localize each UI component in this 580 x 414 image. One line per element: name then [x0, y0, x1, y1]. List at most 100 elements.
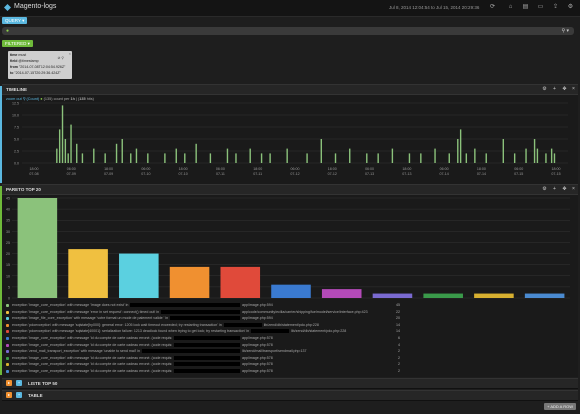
filter-actions-icon[interactable]: ⊘ ⚲ — [57, 56, 64, 60]
timeline-bar[interactable] — [121, 139, 123, 163]
timeline-bar[interactable] — [408, 153, 411, 163]
add-panel-icon[interactable]: + — [16, 380, 22, 386]
timeline-bar[interactable] — [533, 139, 536, 163]
interval-value[interactable]: 1h — [70, 97, 75, 101]
timeline-bar[interactable] — [76, 143, 78, 163]
home-icon[interactable]: ⌂ — [508, 4, 513, 10]
pareto-bar[interactable] — [220, 266, 261, 298]
time-filter[interactable]: × time must ⊘ ⚲ field @timestamp from "2… — [8, 51, 72, 79]
timeline-bar[interactable] — [115, 143, 118, 163]
add-panel-icon[interactable]: + — [16, 392, 22, 398]
app-title[interactable]: Magento-logs — [14, 3, 57, 10]
timeline-bar[interactable] — [306, 153, 308, 163]
pareto-row[interactable]: exception 'Image_core_exception' with me… — [6, 355, 570, 361]
timeline-bar[interactable] — [64, 139, 67, 163]
timeline-bar[interactable] — [545, 153, 547, 163]
close-icon[interactable]: × — [572, 186, 575, 192]
pareto-bar[interactable] — [423, 293, 463, 298]
timeline-bar[interactable] — [56, 148, 58, 163]
pareto-row[interactable]: exception 'Image_file_core_exception' wi… — [6, 315, 570, 321]
pareto-bar[interactable] — [271, 284, 311, 298]
zoom-icon[interactable]: ⚲ — [22, 97, 27, 101]
pareto-row[interactable]: exception 'Image_core_exception' with me… — [6, 368, 570, 374]
timeline-bar[interactable] — [513, 153, 516, 163]
pareto-row[interactable]: exception 'Image_core_exception' with me… — [6, 309, 570, 315]
timeline-bar[interactable] — [502, 139, 504, 163]
folder-icon[interactable]: ▤ — [522, 4, 529, 10]
refresh-icon[interactable]: ⟳ — [489, 4, 496, 10]
timeline-bar[interactable] — [61, 105, 64, 163]
timeline-bar[interactable] — [104, 153, 106, 163]
panel-title[interactable]: TABLE — [28, 393, 43, 398]
timeline-bar[interactable] — [184, 153, 186, 163]
timeline-bar[interactable] — [525, 148, 527, 163]
timeline-bar[interactable] — [334, 153, 337, 163]
timeline-bar[interactable] — [459, 129, 462, 163]
timeline-bar[interactable] — [457, 139, 459, 163]
timeline-bar[interactable] — [147, 153, 149, 163]
query-input[interactable]: ● ⚲ ▾ — [2, 27, 574, 35]
save-icon[interactable]: ▭ — [537, 4, 544, 10]
timeline-bar[interactable] — [260, 153, 263, 163]
pareto-row[interactable]: exception 'Image_core_exception' with me… — [6, 302, 570, 308]
timeline-bar[interactable] — [349, 148, 351, 163]
gear-icon[interactable]: ⚙ — [542, 186, 547, 192]
timeline-bar[interactable] — [130, 153, 132, 163]
query-label[interactable]: (Count) — [26, 97, 40, 101]
timeline-bar[interactable] — [448, 153, 450, 163]
pareto-row[interactable]: exception 'Image_core_exception' with me… — [6, 361, 570, 367]
close-icon[interactable]: × — [68, 51, 71, 56]
timeline-bar[interactable] — [195, 143, 197, 163]
timeline-bar[interactable] — [377, 153, 379, 163]
plus-icon[interactable]: + — [553, 186, 556, 192]
timeline-bar[interactable] — [58, 129, 61, 163]
timeline-bar[interactable] — [226, 148, 229, 163]
pareto-row[interactable]: exception 'Image_core_exception' with me… — [6, 335, 570, 341]
table-panel[interactable]: ▸ + TABLE — [2, 390, 578, 401]
move-icon[interactable]: ✥ — [562, 186, 567, 192]
collapse-icon[interactable]: ▸ — [6, 392, 12, 398]
close-icon[interactable]: × — [572, 86, 575, 92]
move-icon[interactable]: ✥ — [562, 86, 567, 92]
pareto-bar[interactable] — [68, 249, 108, 298]
timeline-bar[interactable] — [434, 148, 436, 163]
timeline-bar[interactable] — [536, 148, 539, 163]
timeline-bar[interactable] — [420, 153, 422, 163]
timeline-bar[interactable] — [269, 153, 271, 163]
timeline-bar[interactable] — [550, 148, 553, 163]
pareto-bar[interactable] — [119, 253, 159, 298]
timeline-bar[interactable] — [235, 153, 237, 163]
timeline-bar[interactable] — [249, 148, 251, 163]
liste-top-panel[interactable]: ▸ + LISTE TOP 50 — [2, 378, 578, 389]
pareto-bar[interactable] — [474, 293, 514, 298]
query-toggle-button[interactable]: QUERY ▾ — [2, 17, 28, 24]
add-row-button[interactable]: + ADD A ROW — [544, 403, 576, 410]
plus-icon[interactable]: + — [553, 86, 556, 92]
pareto-bar[interactable] — [321, 289, 362, 298]
timeline-bar[interactable] — [474, 148, 476, 163]
filters-toggle-button[interactable]: FILTERED ▾ — [2, 40, 33, 47]
timeline-bar[interactable] — [485, 153, 487, 163]
timeline-bar[interactable] — [286, 148, 288, 163]
query-color-icon[interactable]: ● — [6, 28, 10, 34]
gear-icon[interactable]: ⚙ — [542, 86, 547, 92]
pareto-row[interactable]: exception 'pdoexception' with message 's… — [6, 322, 570, 328]
pareto-bar[interactable] — [524, 293, 565, 298]
pareto-bar[interactable] — [17, 198, 58, 298]
search-icon[interactable]: ⚲ ▾ — [561, 28, 569, 34]
share-icon[interactable]: ⇪ — [552, 4, 559, 10]
timeline-bar[interactable] — [67, 153, 69, 163]
collapse-icon[interactable]: ▸ — [6, 380, 12, 386]
time-range[interactable]: Jul 8, 2014 12:04:54 to Jul 15, 2014 20:… — [389, 5, 480, 10]
timeline-bar[interactable] — [320, 139, 322, 163]
timeline-bar[interactable] — [135, 148, 138, 163]
zoom-out-link[interactable]: zoom out — [6, 97, 22, 101]
timeline-bar[interactable] — [93, 148, 95, 163]
timeline-bar[interactable] — [465, 153, 468, 163]
pareto-row[interactable]: exception 'zend_mail_transport_exception… — [6, 348, 570, 354]
pareto-row[interactable]: exception 'Image_core_exception' with me… — [6, 342, 570, 348]
timeline-bar[interactable] — [366, 153, 368, 163]
timeline-bar[interactable] — [164, 153, 166, 163]
timeline-bar[interactable] — [175, 148, 177, 163]
pareto-row[interactable]: exception 'pdoexception' with message 's… — [6, 328, 570, 334]
